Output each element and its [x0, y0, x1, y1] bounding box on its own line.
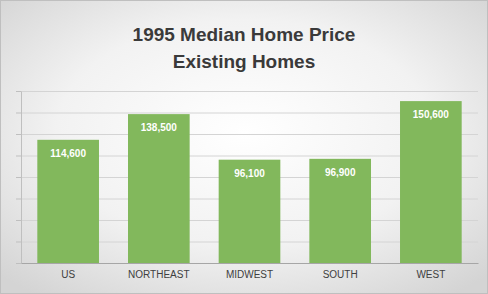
subtitle: Existing Homes — [173, 51, 316, 72]
x-axis: US NORTHEAST MIDWEST SOUTH WEST — [22, 263, 479, 280]
y-tick — [16, 134, 21, 135]
y-tick-mark — [16, 134, 21, 135]
plot: US NORTHEAST MIDWEST SOUTH WEST 114,600 138,50… — [16, 92, 479, 280]
y-tick — [16, 242, 21, 243]
grid-line — [21, 263, 478, 264]
x-tick-label: MIDWEST — [226, 269, 273, 280]
y-tick-mark — [16, 156, 21, 157]
x-tick-label: NORTHEAST — [128, 269, 190, 280]
y-tick — [16, 156, 21, 157]
x-tick: WEST — [416, 263, 445, 280]
x-tick: SOUTH — [323, 263, 358, 280]
x-tick-label: US — [61, 269, 75, 280]
x-tick: US — [61, 263, 75, 280]
y-tick-mark — [16, 177, 21, 178]
y-tick-mark — [16, 242, 21, 243]
data-label: 138,500 — [141, 122, 178, 133]
grid — [21, 92, 478, 264]
y-tick-mark — [16, 199, 21, 200]
x-axis-line — [22, 263, 479, 264]
grid-line — [21, 91, 478, 92]
data-label: 114,600 — [50, 148, 86, 159]
title: 1995 Median Home Price — [133, 24, 356, 45]
bar — [219, 160, 281, 263]
y-tick-mark — [16, 263, 21, 264]
chart: 1995 Median Home Price Existing Homes US NO… — [0, 0, 488, 294]
data-label: 96,100 — [234, 168, 265, 179]
data-label: 150,600 — [413, 109, 450, 120]
bar — [309, 159, 371, 263]
y-tick-mark — [16, 113, 21, 114]
bar — [37, 140, 99, 263]
y-tick — [16, 91, 21, 92]
y-axis — [16, 92, 22, 264]
x-tick: MIDWEST — [226, 263, 273, 280]
bars — [37, 101, 461, 263]
y-tick — [16, 177, 21, 178]
data-label: 96,900 — [325, 167, 356, 178]
x-tick: NORTHEAST — [128, 263, 190, 280]
y-tick — [16, 220, 21, 221]
background — [1, 1, 488, 294]
title-group: 1995 Median Home Price Existing Homes — [133, 24, 356, 72]
y-tick-mark — [16, 220, 21, 221]
y-tick — [16, 113, 21, 114]
bar — [128, 114, 190, 263]
y-tick — [16, 263, 21, 264]
bar — [400, 101, 462, 263]
data-labels: 114,600 138,500 96,100 96,900 150,600 — [50, 109, 449, 179]
y-tick-mark — [16, 91, 21, 92]
y-tick — [16, 199, 21, 200]
x-tick-label: SOUTH — [323, 269, 358, 280]
x-tick-label: WEST — [416, 269, 445, 280]
y-axis-line — [21, 92, 22, 264]
